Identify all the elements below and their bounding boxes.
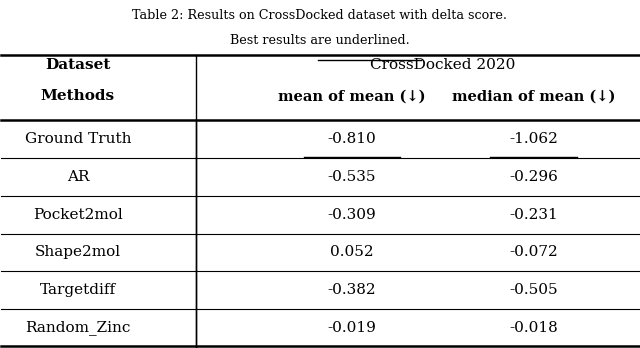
Text: -0.382: -0.382: [328, 283, 376, 297]
Text: AR: AR: [67, 170, 89, 184]
Text: Methods: Methods: [41, 89, 115, 103]
Text: -0.505: -0.505: [509, 283, 558, 297]
Text: -0.535: -0.535: [328, 170, 376, 184]
Text: -0.018: -0.018: [509, 321, 558, 335]
Text: mean of mean (↓): mean of mean (↓): [278, 89, 426, 103]
Text: -1.062: -1.062: [509, 132, 558, 146]
Text: -0.231: -0.231: [509, 208, 558, 222]
Text: CrossDocked 2020: CrossDocked 2020: [370, 58, 515, 72]
Text: -0.296: -0.296: [509, 170, 558, 184]
Text: -0.019: -0.019: [328, 321, 376, 335]
Text: median of mean (↓): median of mean (↓): [452, 89, 615, 103]
Text: Targetdiff: Targetdiff: [40, 283, 116, 297]
Text: Table 2: Results on CrossDocked dataset with delta score.: Table 2: Results on CrossDocked dataset …: [132, 9, 508, 22]
Text: Shape2mol: Shape2mol: [35, 245, 121, 259]
Text: 0.052: 0.052: [330, 245, 374, 259]
Text: Ground Truth: Ground Truth: [24, 132, 131, 146]
Text: -0.810: -0.810: [328, 132, 376, 146]
Text: -0.309: -0.309: [328, 208, 376, 222]
Text: Dataset: Dataset: [45, 58, 111, 72]
Text: Random_Zinc: Random_Zinc: [25, 320, 131, 335]
Text: -0.072: -0.072: [509, 245, 558, 259]
Text: Best results are underlined.: Best results are underlined.: [230, 34, 410, 47]
Text: Pocket2mol: Pocket2mol: [33, 208, 123, 222]
